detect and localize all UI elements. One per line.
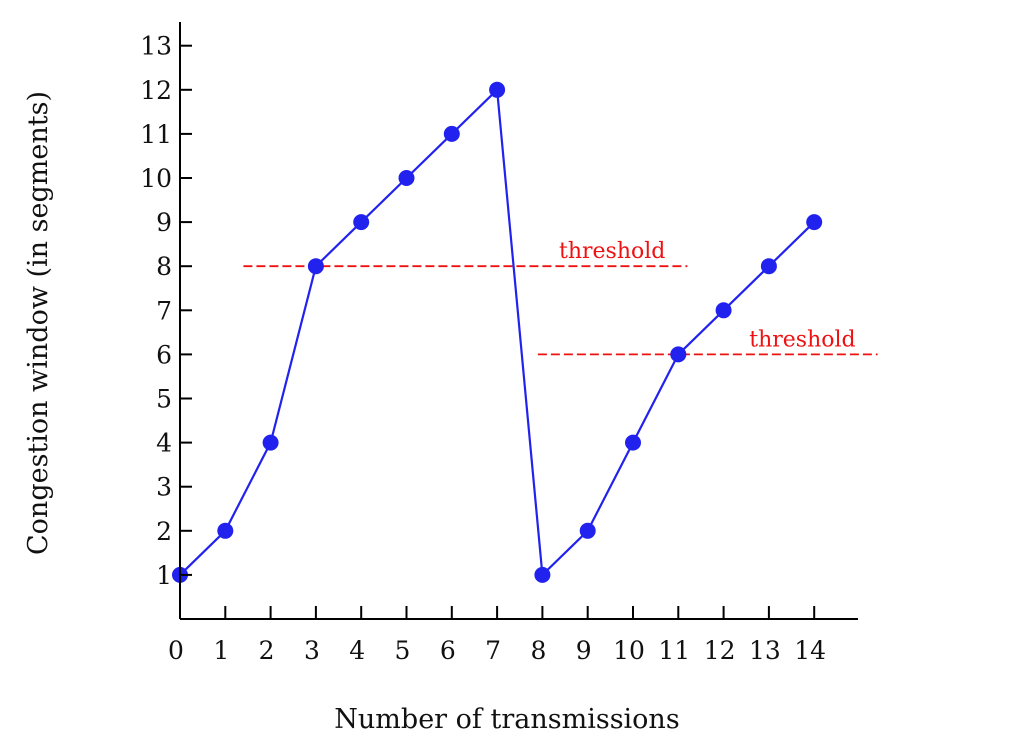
data-point xyxy=(262,434,279,451)
threshold-label: threshold xyxy=(559,239,665,264)
threshold-label: threshold xyxy=(749,327,855,352)
data-point xyxy=(353,214,370,231)
data-point xyxy=(534,566,551,583)
x-tick-label: 13 xyxy=(749,636,781,665)
x-tick-label: 7 xyxy=(485,636,501,665)
y-tick-label: 3 xyxy=(156,473,172,502)
x-tick-label: 12 xyxy=(704,636,736,665)
y-tick-label: 1 xyxy=(156,561,172,590)
x-tick-label: 3 xyxy=(304,636,320,665)
data-point xyxy=(715,302,732,319)
x-tick-label: 9 xyxy=(576,636,592,665)
data-point xyxy=(217,522,234,539)
y-tick-label: 10 xyxy=(140,164,172,193)
data-point xyxy=(398,170,415,186)
y-axis-title: Congestion window (in segments) xyxy=(23,91,54,555)
y-tick-label: 9 xyxy=(156,208,172,237)
data-point xyxy=(307,258,324,275)
x-tick-label: 5 xyxy=(395,636,411,665)
data-point xyxy=(670,346,687,363)
data-point xyxy=(489,81,506,98)
x-tick-label: 2 xyxy=(259,636,275,665)
x-tick-label: 4 xyxy=(349,636,365,665)
data-point xyxy=(760,258,777,275)
series-line xyxy=(179,87,815,578)
data-point xyxy=(579,522,596,539)
x-tick-label: 10 xyxy=(613,636,645,665)
y-tick-label: 6 xyxy=(156,340,172,369)
data-point xyxy=(443,125,460,142)
series-layer xyxy=(172,81,823,583)
y-tick-label: 12 xyxy=(140,76,172,105)
y-tick-label: 11 xyxy=(140,120,172,149)
y-tick-label: 13 xyxy=(140,32,172,61)
x-tick-label: 11 xyxy=(658,636,690,665)
data-point xyxy=(625,434,641,451)
x-tick-label: 6 xyxy=(440,636,456,665)
x-tick-label: 8 xyxy=(530,636,546,665)
y-tick-label: 2 xyxy=(156,517,172,546)
y-tick-label: 5 xyxy=(156,385,172,414)
x-tick-label: 1 xyxy=(213,636,229,665)
x-axis-title: Number of transmissions xyxy=(334,704,679,735)
x-tick-label: 0 xyxy=(168,636,184,665)
y-tick-label: 8 xyxy=(156,252,172,281)
x-tick-label: 14 xyxy=(794,636,826,665)
y-tick-label: 4 xyxy=(156,429,172,458)
threshold-layer: threshold threshold xyxy=(243,239,878,356)
data-point xyxy=(806,214,823,231)
y-tick-label: 7 xyxy=(156,296,172,325)
